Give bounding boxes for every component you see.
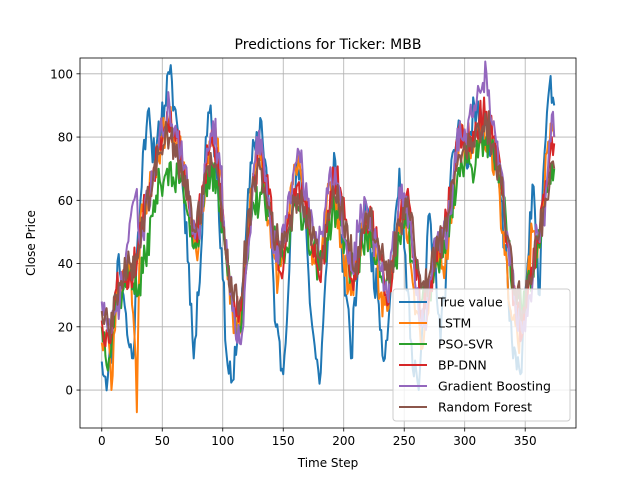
x-axis-ticks: 0 50 100 150 200 250 300 350 [98, 428, 537, 448]
legend-label: LSTM [438, 316, 471, 331]
y-tick-label: 80 [58, 131, 73, 145]
legend: True value LSTM PSO-SVR BP-DNN Gradient Boos… [392, 288, 571, 422]
legend-label: BP-DNN [438, 358, 487, 373]
x-tick-label: 200 [332, 434, 355, 448]
y-tick-label: 0 [65, 384, 73, 398]
y-axis-ticks: 0 20 40 60 80 100 [50, 67, 80, 398]
legend-label: True value [437, 295, 503, 310]
y-tick-label: 40 [58, 257, 73, 271]
legend-label: PSO-SVR [438, 337, 494, 352]
y-axis-title: Close Price [24, 210, 38, 276]
x-tick-label: 150 [272, 434, 295, 448]
y-tick-label: 20 [58, 320, 73, 334]
x-tick-label: 300 [453, 434, 476, 448]
chart-title: Predictions for Ticker: MBB [235, 37, 422, 53]
series-line-pso-svr [100, 133, 556, 372]
series-lines [100, 60, 556, 414]
legend-box [392, 288, 571, 422]
x-tick-label: 250 [393, 434, 416, 448]
x-tick-label: 50 [155, 434, 170, 448]
legend-label: Gradient Boosting [438, 379, 551, 394]
plot-frame [79, 57, 577, 429]
y-tick-label: 100 [50, 67, 73, 81]
x-tick-label: 100 [211, 434, 234, 448]
series-line-gradient-boosting [100, 60, 556, 346]
x-tick-label: 350 [514, 434, 537, 448]
x-tick-label: 0 [98, 434, 106, 448]
x-axis-title: Time Step [297, 456, 359, 470]
legend-label: Random Forest [438, 400, 532, 415]
y-tick-label: 60 [58, 194, 73, 208]
series-line-random-forest [100, 110, 556, 341]
